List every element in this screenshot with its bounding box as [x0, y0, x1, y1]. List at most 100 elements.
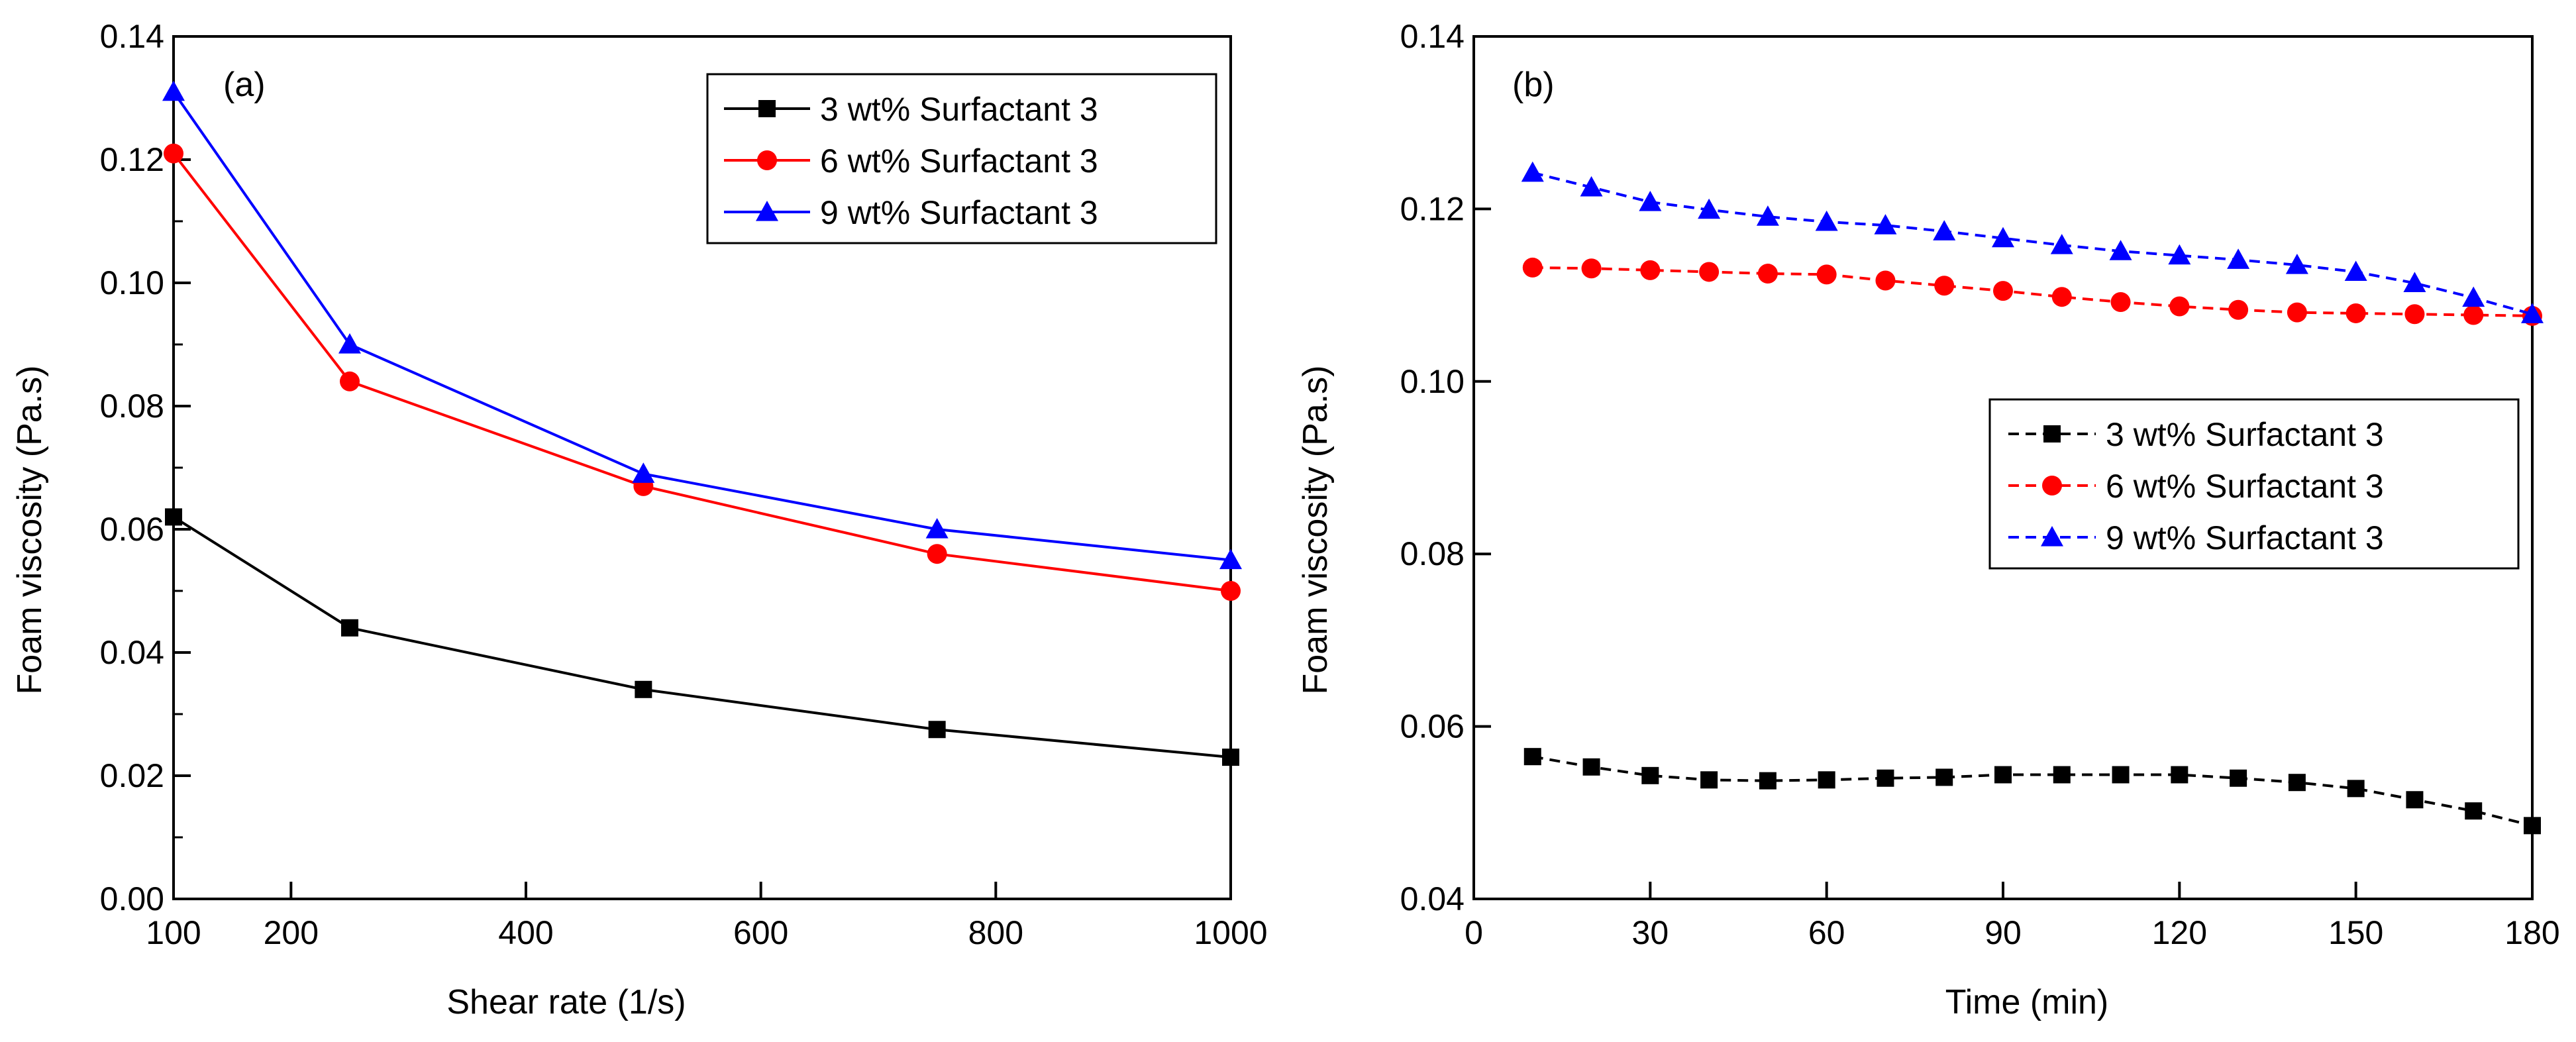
- panel-a-y-tick-label: 0.08: [100, 388, 164, 425]
- panel-b-legend-box: [1988, 398, 2520, 570]
- panel-a-data-point: [162, 80, 185, 101]
- panel-a-legend-marker: [756, 201, 778, 221]
- panel-b-data-point: [1934, 276, 1955, 296]
- panel-b-data-point: [2465, 802, 2483, 820]
- panel-a-y-tick-label: 0.12: [100, 141, 164, 178]
- panel-a-data-point: [1222, 749, 1239, 766]
- panel-b-data-point: [1523, 748, 1541, 766]
- panel-b-data-point: [2109, 240, 2132, 260]
- panel-b-y-tick-label: 0.14: [1400, 18, 1465, 55]
- panel-b-data-point: [2230, 769, 2247, 787]
- panel-b-data-point: [1582, 758, 1600, 776]
- panel-a-data-point: [927, 544, 947, 564]
- panel-b-data-point: [2171, 766, 2189, 784]
- panel-a-legend-label: 9 wt% Surfactant 3: [820, 194, 1098, 231]
- panel-b-x-tick-label: 150: [2328, 914, 2383, 951]
- panel-b-x-tick-label: 180: [2504, 914, 2559, 951]
- panel-b-legend-marker: [2043, 425, 2061, 443]
- panel-b-data-point: [2051, 287, 2072, 307]
- panel-a-data-point: [164, 143, 183, 164]
- panel-b-data-point: [2406, 791, 2424, 809]
- panel-b-legend-label: 6 wt% Surfactant 3: [2106, 468, 2384, 505]
- panel-b-data-point: [1815, 210, 1838, 231]
- panel-a-series: [165, 508, 1239, 766]
- panel-a-legend-box: [706, 73, 1217, 244]
- panel-a-data-point: [1219, 548, 1242, 570]
- panel-b-x-tick-label: 60: [1808, 914, 1845, 951]
- panel-b-label: (b): [1512, 66, 1555, 104]
- panel-b-data-point: [2053, 766, 2071, 784]
- panel-b-legend: 3 wt% Surfactant 3 6 wt% Surfactant 3 9 wt…: [1988, 398, 2520, 570]
- panel-a-y-axis-title: Foam viscosity (Pa.s): [11, 366, 49, 695]
- panel-a-x-tick-label: 1000: [1194, 914, 1267, 951]
- panel-b-data-point: [2112, 766, 2130, 784]
- panel-a-y-tick-label: 0.04: [100, 634, 164, 671]
- panel-a-data-point: [928, 721, 946, 739]
- panel-b-data-point: [2403, 272, 2426, 292]
- panel-b-data-point: [2169, 296, 2190, 317]
- panel-b-y-tick-label: 0.08: [1400, 535, 1465, 572]
- panel-b-x-tick-label: 30: [1632, 914, 1669, 951]
- panel-a-x-tick-label: 600: [733, 914, 788, 951]
- panel-b-x-tick-label: 0: [1465, 914, 1483, 951]
- panel-b-data-point: [2110, 292, 2131, 313]
- panel-b-data-point: [2524, 817, 2541, 835]
- panel-b-x-axis-title: Time (min): [1945, 983, 2109, 1021]
- panel-a-data-point: [925, 518, 949, 539]
- panel-b-series-line: [1532, 171, 2533, 316]
- panel-a-x-tick-label: 200: [264, 914, 319, 951]
- panel-a-data-point: [165, 508, 182, 526]
- panel-b-data-point: [1522, 257, 1543, 278]
- panel-b-data-point: [1640, 260, 1661, 280]
- panel-a-data-point: [635, 680, 652, 698]
- panel-a-series: [162, 80, 1242, 570]
- panel-a-legend-marker: [757, 150, 777, 170]
- panel-b-data-point: [1699, 262, 1720, 282]
- panel-b-data-point: [1698, 198, 1721, 219]
- panel-b-data-point: [1992, 227, 2014, 248]
- panel-b-data-point: [1993, 281, 2013, 301]
- panel-b-data-point: [1700, 771, 1718, 789]
- panel-b-data-point: [2462, 286, 2485, 307]
- panel-b-data-point: [2463, 305, 2484, 325]
- panel-a-chart: (a) Shear rate (1/s) Foam viscosity (Pa.…: [11, 18, 1268, 1021]
- panel-b-data-point: [1816, 264, 1837, 285]
- panel-b-data-point: [2345, 303, 2366, 323]
- panel-b-data-point: [2168, 244, 2191, 265]
- panel-b-data-point: [1580, 176, 1603, 197]
- panel-a-data-point: [338, 333, 361, 354]
- panel-b-data-point: [2287, 302, 2307, 323]
- panel-b-data-point: [1641, 766, 1659, 784]
- panel-a-label: (a): [223, 66, 266, 104]
- panel-b-data-point: [1521, 161, 1544, 182]
- panel-a-x-tick-label: 400: [498, 914, 553, 951]
- panel-b-data-point: [2347, 780, 2365, 798]
- panel-b-data-point: [1757, 264, 1778, 284]
- panel-a-x-tick-label: 100: [146, 914, 201, 951]
- panel-b-data-point: [1994, 766, 2012, 784]
- panel-b-data-point: [2404, 304, 2425, 325]
- panel-b-x-tick-label: 90: [1984, 914, 2022, 951]
- panel-b-data-point: [1935, 768, 1953, 786]
- panel-a-y-tick-label: 0.00: [100, 880, 164, 917]
- panel-b-legend-label: 3 wt% Surfactant 3: [2106, 416, 2384, 453]
- panel-a-y-tick-label: 0.02: [100, 757, 164, 794]
- panel-b-y-tick-label: 0.06: [1400, 708, 1465, 745]
- panel-b-data-point: [1581, 258, 1602, 279]
- panel-b-data-point: [1875, 270, 1896, 291]
- panel-a-legend-label: 3 wt% Surfactant 3: [820, 91, 1098, 128]
- panel-b-x-tick-label: 120: [2152, 914, 2207, 951]
- panel-b-data-point: [1874, 214, 1897, 234]
- panel-b-data-point: [2228, 299, 2249, 320]
- panel-a-legend-marker: [758, 100, 776, 117]
- panel-a-y-tick-label: 0.14: [100, 18, 164, 55]
- panel-b-series: [1522, 257, 2542, 326]
- panel-b-data-point: [2344, 260, 2367, 282]
- panel-a-y-tick-label: 0.06: [100, 511, 164, 548]
- panel-b-series: [1521, 161, 2544, 323]
- panel-a-data-point: [1221, 581, 1241, 601]
- panel-b-y-tick-label: 0.04: [1400, 880, 1465, 917]
- panel-a-data-point: [341, 619, 358, 637]
- panel-a-series-line: [172, 515, 1231, 759]
